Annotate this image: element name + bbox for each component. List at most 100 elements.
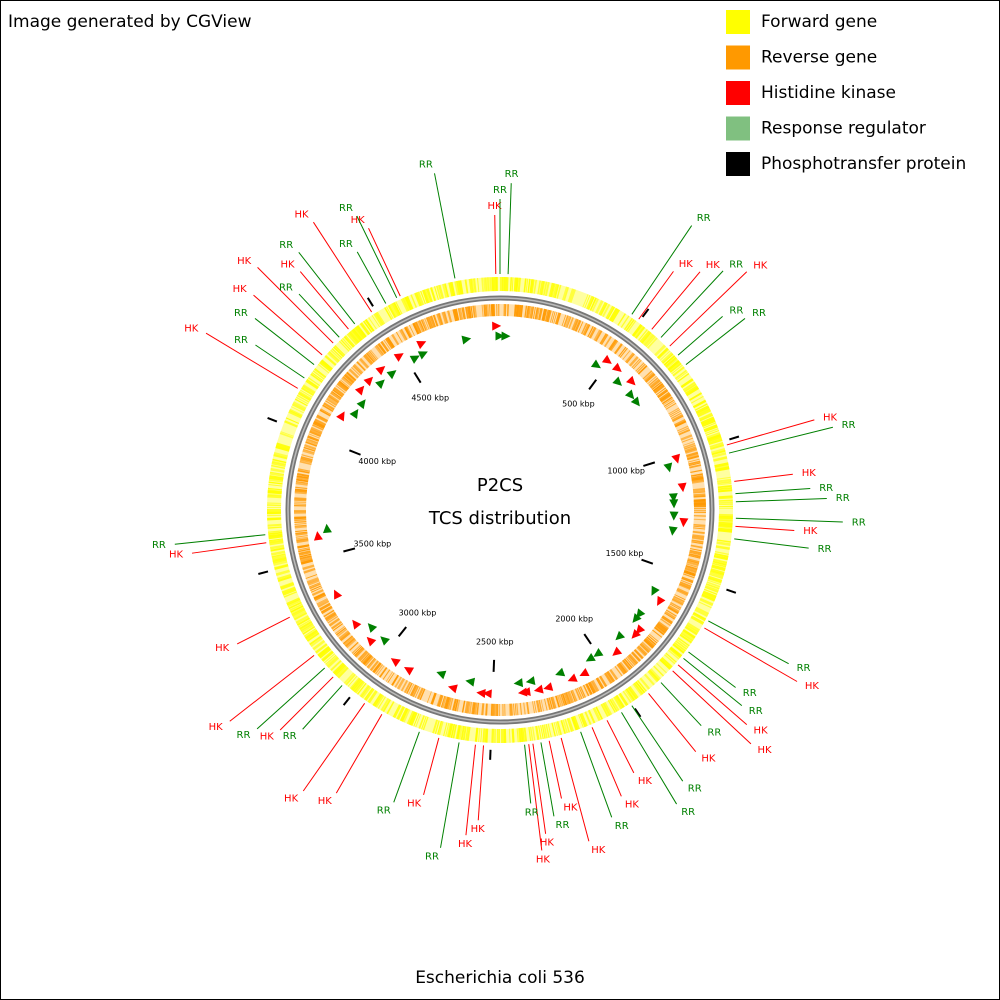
gene-stripe [432, 719, 438, 734]
gene-stripe [342, 635, 353, 645]
gene-stripe [595, 706, 603, 720]
gene-stripe [525, 278, 529, 293]
gene-stripe [300, 458, 313, 464]
gene-stripe [644, 373, 656, 383]
feature-label: HK [471, 824, 486, 835]
gene-stripe [267, 502, 282, 505]
gene-stripe [472, 278, 477, 293]
gene-stripe [692, 480, 705, 484]
gene-stripe [303, 567, 316, 574]
feature-label: HK [351, 215, 366, 226]
feature-marker [416, 341, 427, 350]
gene-stripe [309, 430, 321, 437]
gene-stripe [351, 678, 362, 691]
gene-stripe [334, 345, 346, 356]
gene-stripe [502, 704, 504, 716]
gene-stripe [296, 536, 308, 540]
gene-stripe [304, 444, 317, 451]
gene-stripe [595, 678, 603, 690]
gene-stripe [277, 575, 292, 582]
gene-stripe [374, 345, 384, 357]
gene-stripe [667, 649, 680, 660]
feature-marker [663, 462, 673, 473]
gene-stripe [354, 680, 365, 694]
gene-stripe [713, 558, 728, 564]
gene-stripe [483, 304, 487, 317]
gene-stripe [438, 284, 445, 299]
gene-stripe [295, 396, 309, 405]
gene-stripe [640, 642, 651, 653]
callout-line [621, 712, 678, 805]
gene-stripe [719, 505, 733, 508]
gene-stripe [356, 325, 367, 338]
callout-line [434, 173, 456, 279]
feature-label: HK [237, 256, 252, 267]
gene-stripe [277, 574, 292, 580]
gene-stripe [691, 476, 704, 481]
gene-stripe [571, 689, 578, 702]
gene-stripe [298, 391, 312, 400]
gene-stripe [354, 646, 364, 657]
gene-stripe [661, 396, 673, 405]
gene-stripe [267, 523, 282, 527]
gene-stripe [364, 687, 373, 700]
gene-stripe [532, 726, 536, 741]
gene-stripe [294, 519, 307, 522]
gene-stripe [528, 727, 532, 741]
gene-stripe [667, 359, 680, 371]
gene-stripe [324, 355, 337, 366]
gene-stripe [325, 612, 337, 621]
gene-stripe [625, 352, 635, 363]
feature-marker [631, 629, 641, 639]
gene-stripe [303, 628, 317, 637]
gene-stripe [679, 633, 693, 644]
gene-stripe [340, 379, 350, 388]
gene-stripe [376, 311, 386, 324]
gene-stripe [328, 617, 340, 627]
gene-stripe [692, 612, 707, 621]
tick-mark [349, 449, 361, 456]
feature-label: HK [209, 722, 224, 733]
gene-stripe [437, 720, 444, 736]
feature-marker [567, 673, 578, 682]
gene-stripe [690, 469, 703, 473]
gene-stripe [689, 549, 702, 555]
gene-stripe [622, 350, 631, 360]
gene-stripe [491, 728, 495, 743]
callout-line [298, 251, 356, 325]
gene-stripe [377, 696, 386, 709]
gene-stripe [556, 695, 562, 707]
feature-label: HK [184, 324, 199, 335]
gene-stripe [364, 687, 375, 701]
gene-stripe [661, 352, 674, 364]
gene-stripe [339, 340, 350, 352]
gene-stripe [314, 418, 327, 426]
gene-stripe [584, 324, 591, 336]
gene-stripe [403, 681, 412, 694]
gene-stripe [684, 385, 698, 395]
gene-stripe [299, 622, 313, 632]
feature-label: RR [377, 806, 391, 817]
gene-stripe [391, 674, 399, 686]
gene-stripe [714, 464, 729, 470]
gene-stripe [625, 319, 635, 332]
gene-stripe [399, 707, 407, 721]
gene-stripe [645, 335, 656, 348]
gene-stripe [396, 706, 405, 720]
gene-stripe [305, 441, 318, 447]
gene-stripe [609, 699, 618, 712]
gene-stripe [650, 380, 661, 389]
gene-stripe [690, 544, 703, 549]
gene-stripe [618, 662, 627, 674]
gene-stripe [585, 684, 591, 696]
gene-stripe [555, 312, 561, 325]
gene-stripe [331, 390, 342, 399]
gene-stripe [551, 311, 556, 324]
gene-stripe [608, 339, 617, 351]
gene-stripe [337, 666, 349, 679]
gene-stripe [311, 589, 324, 596]
gene-stripe [377, 343, 387, 355]
gene-stripe [323, 402, 335, 411]
gene-stripe [365, 352, 375, 363]
gene-stripe [617, 313, 626, 326]
